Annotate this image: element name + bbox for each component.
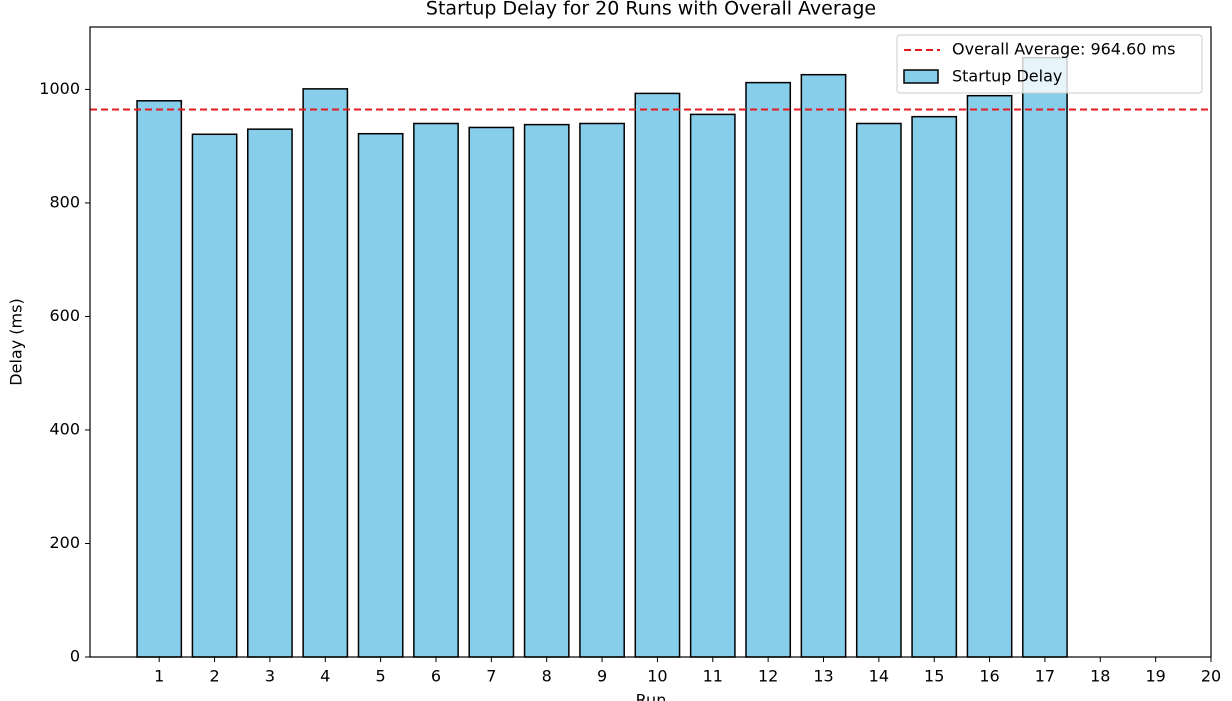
x-tick-label: 10: [647, 667, 667, 686]
plot-frame: [89, 26, 1212, 658]
y-tick-label: 200: [49, 533, 80, 552]
x-tick-label: 5: [376, 667, 386, 686]
bar: [191, 133, 238, 658]
x-tick-label: 8: [542, 667, 552, 686]
bar: [911, 115, 958, 658]
x-tick-label: 14: [869, 667, 889, 686]
bar: [136, 100, 183, 658]
y-tick-label: 0: [70, 647, 80, 666]
bar: [413, 122, 459, 658]
y-tick-label: 600: [49, 306, 80, 325]
x-axis-label: Run: [636, 691, 667, 701]
bar: [966, 94, 1013, 658]
y-tick-label: 800: [49, 192, 80, 211]
legend-label: Startup Delay: [952, 67, 1062, 86]
bar: [745, 81, 792, 658]
x-tick-label: 15: [924, 667, 944, 686]
bar: [855, 122, 902, 658]
bar: [579, 122, 625, 658]
bar: [1022, 56, 1068, 658]
bar: [468, 126, 515, 658]
chart-title: Startup Delay for 20 Runs with Overall A…: [426, 0, 876, 20]
x-tick-label: 4: [320, 667, 330, 686]
x-tick-label: 17: [1035, 667, 1055, 686]
x-tick-label: 13: [813, 667, 833, 686]
x-tick-label: 1: [154, 667, 164, 686]
y-axis-label: Delay (ms): [7, 298, 26, 385]
bar: [247, 128, 293, 658]
x-tick-label: 16: [979, 667, 999, 686]
bar: [357, 132, 404, 658]
bar: [302, 88, 349, 658]
y-tick-label: 400: [49, 419, 80, 438]
x-tick-label: 19: [1145, 667, 1165, 686]
bar: [523, 123, 570, 658]
y-tick-label: 1000: [39, 79, 80, 98]
legend-box: [896, 34, 1203, 94]
bar: [689, 113, 736, 658]
x-tick-label: 18: [1090, 667, 1110, 686]
x-tick-label: 11: [703, 667, 723, 686]
legend-label: Overall Average: 964.60 ms: [952, 40, 1175, 59]
x-tick-label: 3: [265, 667, 275, 686]
x-tick-label: 2: [209, 667, 219, 686]
x-tick-label: 20: [1201, 667, 1221, 686]
legend-swatch: [903, 69, 939, 84]
x-tick-label: 6: [431, 667, 441, 686]
bar: [634, 92, 681, 658]
x-tick-label: 12: [758, 667, 778, 686]
x-tick-label: 9: [597, 667, 607, 686]
bar: [800, 73, 847, 658]
x-tick-label: 7: [486, 667, 496, 686]
